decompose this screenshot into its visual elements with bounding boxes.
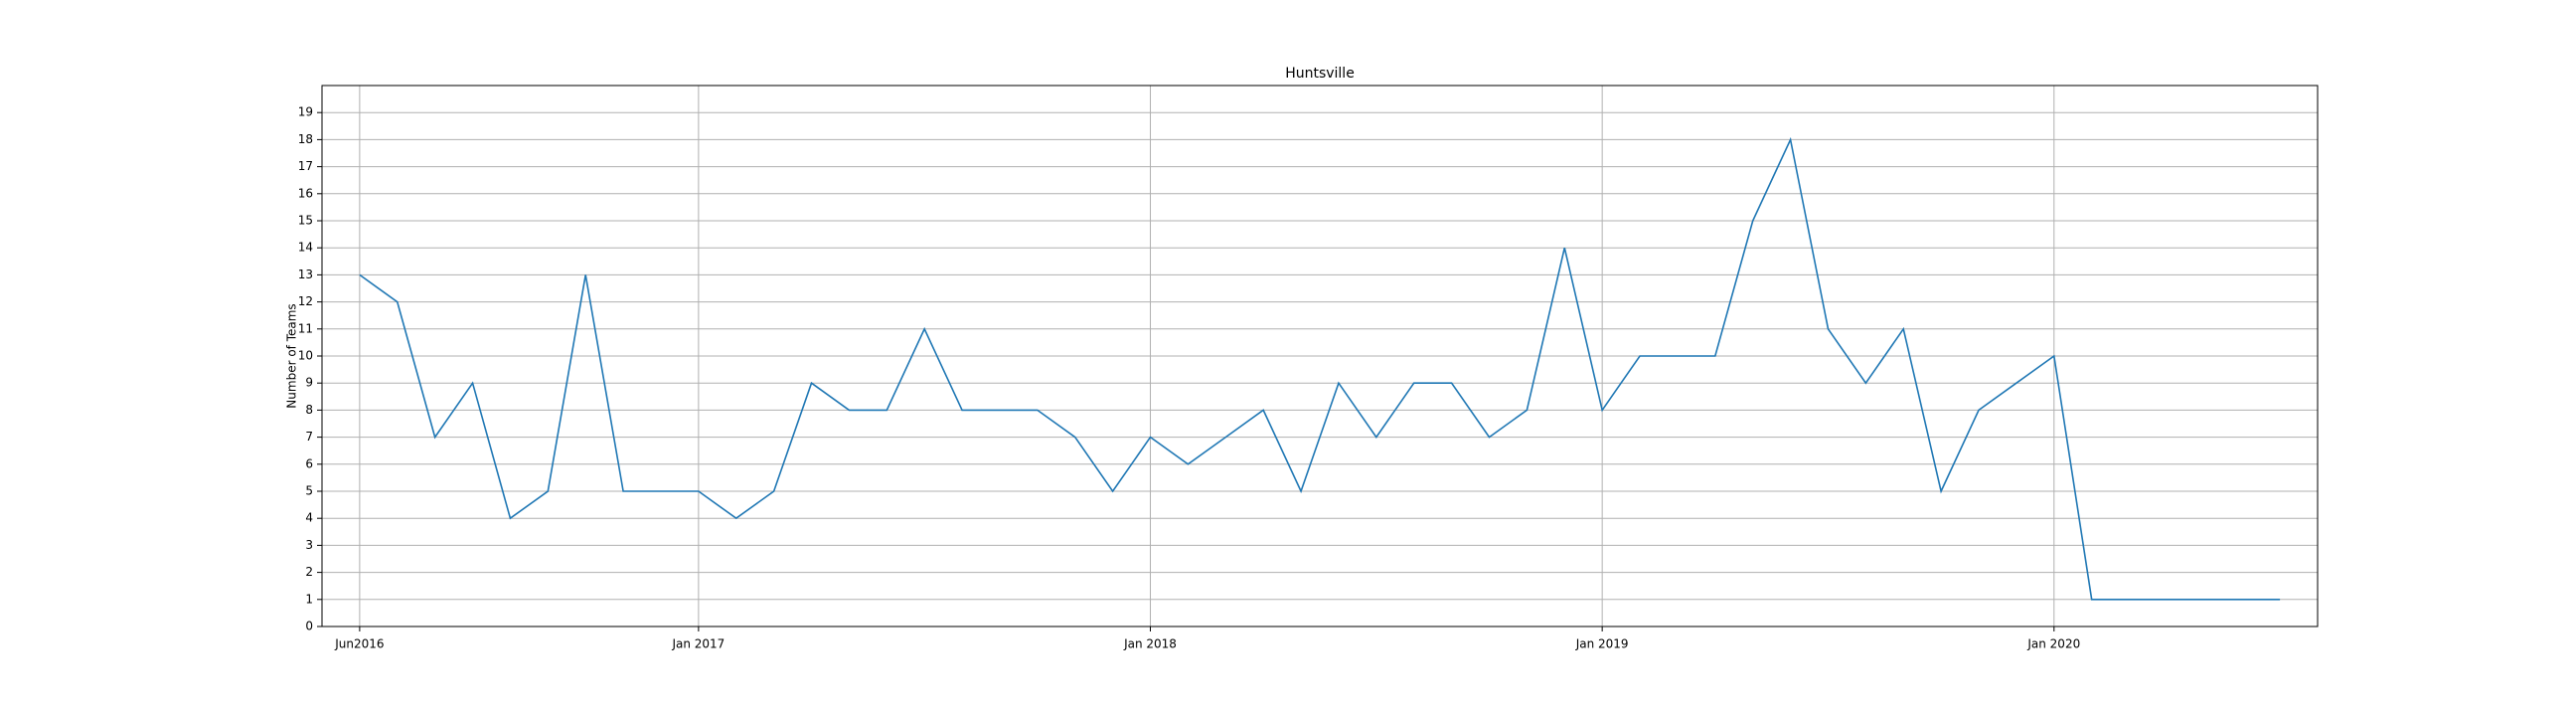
y-tick-label: 12 <box>298 294 313 308</box>
y-tick-label: 17 <box>298 159 313 173</box>
x-tick-label: Jun2016 <box>334 637 384 651</box>
y-tick-label: 10 <box>298 349 313 363</box>
y-axis-label: Number of Teams <box>285 303 299 408</box>
x-tick-label: Jan 2018 <box>1123 637 1177 651</box>
x-tick-label: Jan 2019 <box>1575 637 1629 651</box>
y-tick-label: 18 <box>298 132 313 146</box>
y-tick-label: 5 <box>305 484 313 498</box>
y-tick-label: 16 <box>298 186 313 200</box>
y-tick-label: 9 <box>305 376 313 390</box>
y-tick-label: 15 <box>298 214 313 228</box>
x-tick-label: Jan 2017 <box>671 637 724 651</box>
y-tick-label: 4 <box>305 511 313 525</box>
y-tick-label: 3 <box>305 538 313 552</box>
y-tick-label: 11 <box>298 321 313 335</box>
y-tick-label: 14 <box>298 241 313 255</box>
y-tick-label: 0 <box>305 620 313 633</box>
x-tick-label: Jan 2020 <box>2026 637 2080 651</box>
y-tick-label: 7 <box>305 430 313 444</box>
data-line <box>359 136 2281 601</box>
plot-frame <box>321 85 2319 627</box>
chart-title: Huntsville <box>1285 66 1355 82</box>
y-tick-label: 1 <box>305 592 313 606</box>
y-tick-label: 19 <box>298 105 313 119</box>
y-tick-label: 13 <box>298 268 313 281</box>
y-tick-label: 8 <box>305 403 313 417</box>
y-tick-label: 6 <box>305 456 313 470</box>
y-tick-label: 2 <box>305 565 313 579</box>
